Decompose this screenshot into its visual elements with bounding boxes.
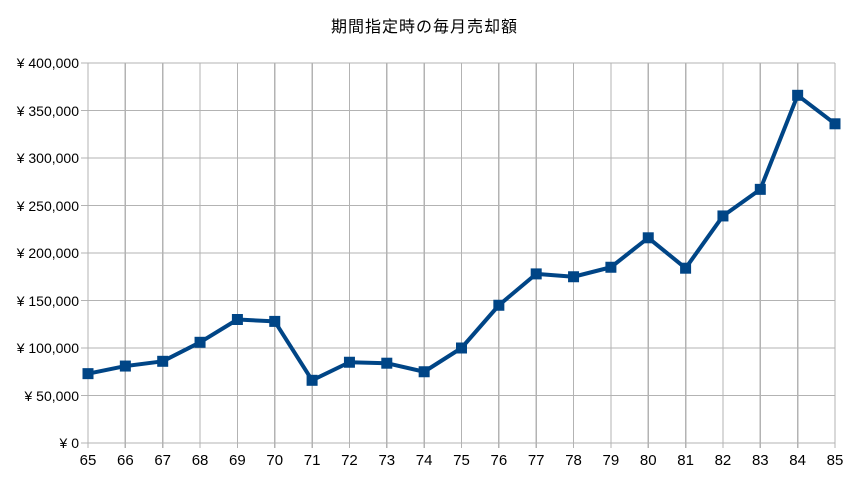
y-tick-label: ¥ 100,000 — [16, 340, 79, 356]
y-tick-label: ¥ 300,000 — [16, 150, 79, 166]
data-point-marker — [493, 299, 505, 311]
x-tick-label: 67 — [154, 452, 172, 469]
data-point-marker — [829, 118, 841, 130]
y-tick-label: ¥ 400,000 — [16, 55, 79, 71]
x-tick-label: 70 — [266, 452, 284, 469]
chart-title: 期間指定時の毎月売却額 — [330, 19, 518, 36]
data-point-marker — [119, 360, 131, 372]
x-tick-label: 71 — [303, 452, 321, 469]
data-point-marker — [82, 368, 94, 380]
data-point-marker — [792, 89, 804, 101]
data-point-marker — [642, 232, 654, 244]
x-tick-label: 80 — [639, 452, 657, 469]
x-tick-label: 81 — [677, 452, 694, 469]
data-point-marker — [456, 342, 467, 354]
data-point-marker — [231, 314, 243, 325]
x-tick-label: 84 — [789, 452, 806, 469]
x-tick-label: 72 — [341, 452, 358, 469]
data-point-marker — [343, 356, 355, 368]
x-tick-label: 76 — [490, 452, 508, 469]
x-tick-label: 83 — [751, 452, 769, 469]
data-point-marker — [605, 261, 617, 273]
x-tick-label: 77 — [527, 452, 545, 469]
data-point-marker — [157, 355, 169, 367]
data-point-marker — [568, 271, 580, 283]
x-tick-label: 69 — [229, 452, 246, 469]
y-tick-label: ¥ 50,000 — [24, 387, 80, 404]
y-tick-label: ¥ 150,000 — [16, 292, 79, 309]
x-tick-label: 68 — [191, 452, 209, 469]
x-tick-label: 85 — [826, 452, 844, 469]
data-point-marker — [194, 336, 206, 348]
x-tick-label: 74 — [415, 452, 433, 469]
y-tick-label: ¥ 200,000 — [16, 245, 79, 261]
data-point-marker — [381, 357, 393, 369]
x-tick-label: 65 — [79, 452, 97, 469]
x-tick-label: 66 — [117, 452, 134, 469]
data-point-marker — [717, 210, 729, 222]
data-point-marker — [418, 366, 430, 378]
data-point-marker — [530, 268, 542, 280]
x-tick-label: 82 — [714, 452, 732, 469]
data-point-marker — [269, 315, 281, 327]
data-point-marker — [680, 262, 692, 274]
data-point-marker — [754, 183, 766, 195]
x-tick-label: 73 — [378, 452, 396, 469]
data-point-marker — [306, 374, 318, 386]
x-tick-label: 79 — [602, 452, 620, 469]
x-tick-label: 75 — [453, 452, 470, 469]
y-tick-label: ¥ 0 — [59, 435, 79, 451]
x-tick-label: 78 — [565, 452, 582, 469]
y-tick-label: ¥ 250,000 — [16, 197, 79, 214]
y-tick-label: ¥ 350,000 — [16, 102, 79, 119]
